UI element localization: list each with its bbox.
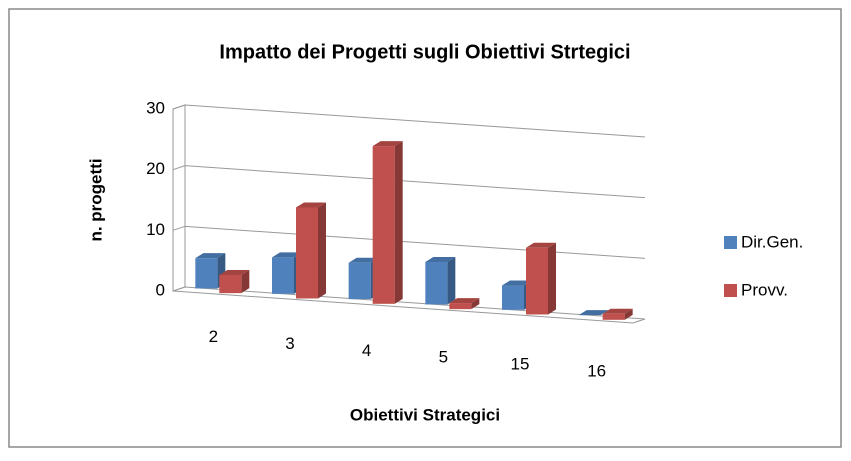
legend-label: Dir.Gen. <box>741 232 803 251</box>
bar <box>195 253 226 289</box>
bar <box>449 298 480 310</box>
bar <box>296 202 326 299</box>
x-tick-label: 2 <box>209 327 218 346</box>
x-tick-label: 5 <box>439 348 448 367</box>
x-axis-label: Obiettivi Strategici <box>350 405 500 424</box>
x-tick-label: 15 <box>511 354 530 373</box>
y-tick-label: 10 <box>146 220 165 239</box>
floor <box>172 290 646 324</box>
y-tick-label: 30 <box>146 98 165 117</box>
y-tick-label: 0 <box>156 280 165 299</box>
bar <box>219 269 250 294</box>
bar <box>602 308 633 320</box>
chart-title: Impatto dei Progetti sugli Obiettivi Str… <box>219 41 630 63</box>
grid-line <box>172 165 646 199</box>
grid-line <box>172 104 646 138</box>
bar <box>425 257 456 305</box>
grid-line <box>172 225 646 259</box>
y-tick-label: 20 <box>146 159 165 178</box>
x-tick-label: 4 <box>362 341 371 360</box>
chart-frame <box>8 8 842 448</box>
legend-swatch <box>724 284 737 297</box>
bar <box>578 310 609 316</box>
legend-label: Provv. <box>741 280 788 299</box>
y-axis-label: n. progetti <box>86 158 105 241</box>
bar <box>372 141 403 304</box>
x-tick-label: 16 <box>587 361 606 380</box>
bar <box>526 242 556 315</box>
legend-swatch <box>724 236 737 249</box>
grid-line <box>172 286 646 320</box>
x-tick-label: 3 <box>285 334 294 353</box>
